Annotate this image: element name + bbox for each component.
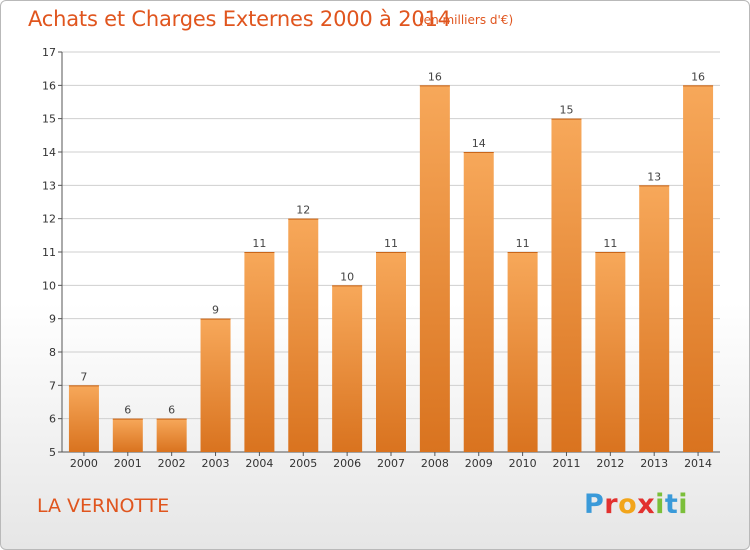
y-tick-label: 9 xyxy=(49,313,56,326)
proxiti-logo[interactable]: Proxiti xyxy=(584,489,688,520)
bar xyxy=(507,252,538,452)
x-tick-label: 2005 xyxy=(289,457,317,470)
bar-value-label: 16 xyxy=(691,70,705,83)
x-tick-label: 2011 xyxy=(552,457,580,470)
logo-letter: i xyxy=(678,489,689,520)
x-tick-label: 2004 xyxy=(245,457,273,470)
bar xyxy=(595,252,626,452)
bar xyxy=(288,218,319,452)
x-tick-label: 2012 xyxy=(596,457,624,470)
bar xyxy=(200,318,231,452)
bar xyxy=(332,285,363,452)
y-tick-label: 16 xyxy=(42,79,56,92)
y-tick-label: 13 xyxy=(42,179,56,192)
x-tick-label: 2013 xyxy=(640,457,668,470)
bar xyxy=(156,418,187,452)
y-tick-label: 7 xyxy=(49,379,56,392)
x-tick-label: 2014 xyxy=(684,457,712,470)
bar-value-label: 15 xyxy=(559,104,573,117)
bar-value-label: 13 xyxy=(647,170,661,183)
bar xyxy=(551,118,582,453)
bar-value-label: 7 xyxy=(80,370,87,383)
bar-value-label: 6 xyxy=(168,404,175,417)
y-tick-label: 11 xyxy=(42,246,56,259)
bar-value-label: 16 xyxy=(428,70,442,83)
bar xyxy=(376,252,406,452)
logo-letter: x xyxy=(637,489,656,520)
chart-subtitle: (en milliers d'€) xyxy=(419,13,514,27)
y-tick-label: 17 xyxy=(42,46,56,59)
bar xyxy=(68,385,99,452)
y-tick-label: 8 xyxy=(49,346,56,359)
y-tick-label: 6 xyxy=(49,413,56,426)
logo-letter: t xyxy=(664,489,679,520)
y-tick-label: 10 xyxy=(42,279,56,292)
y-tick-label: 14 xyxy=(42,146,56,159)
commune-name: LA VERNOTTE xyxy=(37,495,170,517)
x-tick-label: 2001 xyxy=(114,457,142,470)
y-tick-label: 15 xyxy=(42,113,56,126)
x-tick-label: 2002 xyxy=(158,457,186,470)
y-tick-label: 5 xyxy=(49,446,56,459)
bar xyxy=(112,418,143,452)
x-tick-label: 2003 xyxy=(202,457,230,470)
chart-title: Achats et Charges Externes 2000 à 2014 xyxy=(28,7,451,31)
bar-value-label: 11 xyxy=(603,237,617,250)
bar-value-label: 11 xyxy=(516,237,530,250)
bar xyxy=(463,152,494,452)
x-tick-label: 2008 xyxy=(421,457,449,470)
x-tick-label: 2010 xyxy=(509,457,537,470)
bar-value-label: 11 xyxy=(384,237,398,250)
logo-letter: P xyxy=(584,489,605,520)
bar xyxy=(683,85,714,452)
x-tick-label: 2000 xyxy=(70,457,98,470)
y-tick-label: 12 xyxy=(42,213,56,226)
bar-value-label: 14 xyxy=(472,137,486,150)
x-tick-label: 2009 xyxy=(465,457,493,470)
logo-letter: o xyxy=(618,489,638,520)
bar-value-label: 9 xyxy=(212,304,219,317)
bar-value-label: 11 xyxy=(252,237,266,250)
bar-value-label: 12 xyxy=(296,204,310,217)
x-tick-label: 2006 xyxy=(333,457,361,470)
bar xyxy=(419,85,450,452)
bar-value-label: 6 xyxy=(124,404,131,417)
logo-letter: r xyxy=(604,489,619,520)
bar-value-label: 10 xyxy=(340,270,354,283)
bar xyxy=(244,252,275,452)
bar xyxy=(639,185,670,453)
x-tick-label: 2007 xyxy=(377,457,405,470)
logo-letter: i xyxy=(655,489,665,520)
